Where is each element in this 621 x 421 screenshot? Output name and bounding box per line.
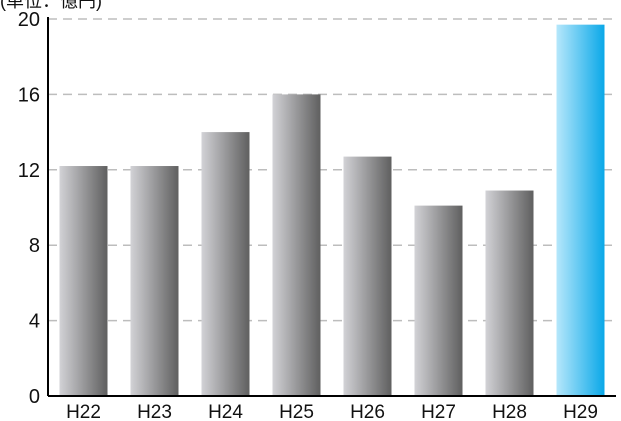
x-tick-label: H29: [563, 402, 598, 421]
x-tick-label: H24: [208, 402, 243, 421]
y-tick-label: 20: [18, 9, 40, 31]
x-tick-label: H25: [279, 402, 314, 421]
axes: [47, 17, 616, 397]
bar-H28: [485, 190, 534, 396]
x-tick-labels: H22 H23 H24 H25 H26 H27 H28 H29: [66, 402, 598, 421]
x-tick-label: H22: [66, 402, 101, 421]
y-tick-label: 16: [18, 84, 40, 106]
y-tick-label: 4: [29, 311, 40, 333]
bars: [59, 24, 605, 397]
y-tick-labels: 0 4 8 12 16 20: [18, 9, 40, 408]
bar-H23: [130, 166, 179, 396]
x-tick-label: H26: [350, 402, 385, 421]
bar-H29: [556, 24, 605, 397]
bar-H27: [414, 205, 463, 396]
x-tick-label: H28: [492, 402, 527, 421]
bar-H24: [201, 132, 250, 396]
y-tick-label: 0: [29, 386, 40, 408]
y-tick-label: 8: [29, 235, 40, 257]
y-tick-label: 12: [18, 160, 40, 182]
unit-label: (単位：億円): [0, 0, 102, 11]
bar-H25: [272, 94, 321, 397]
bar-H22: [59, 166, 108, 396]
x-tick-label: H27: [421, 402, 456, 421]
x-tick-label: H23: [137, 402, 172, 421]
bar-H26: [343, 156, 392, 396]
